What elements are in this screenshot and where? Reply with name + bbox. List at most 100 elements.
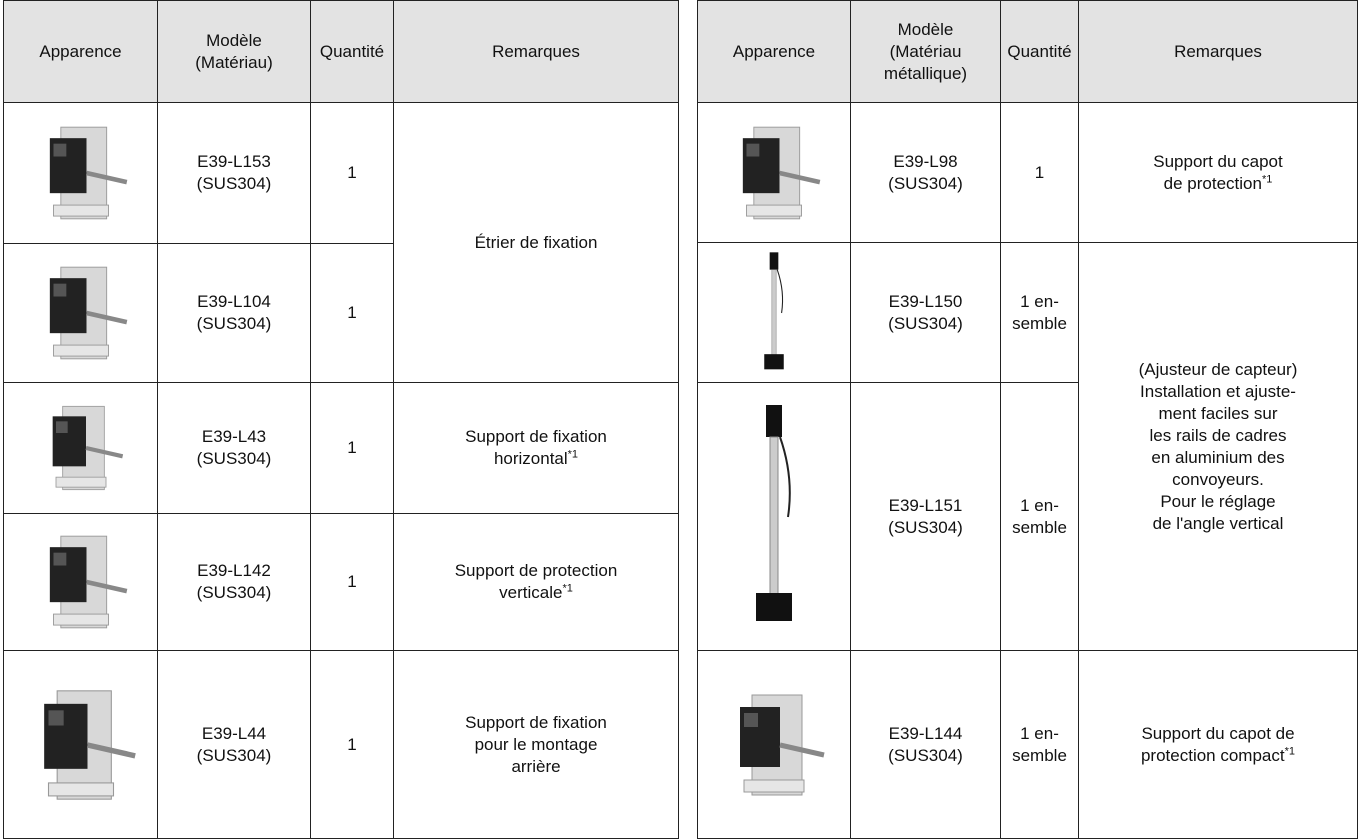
remark: (Ajusteur de capteur) Installation et aju… [1078, 242, 1358, 651]
text: de protection [1163, 173, 1262, 193]
model: E39-L151 (SUS304) [850, 382, 1001, 651]
remark: Support du capot de protection*1 [1078, 102, 1358, 243]
text: Pour le réglage [1160, 491, 1276, 511]
image [3, 513, 158, 651]
line: Modèle [855, 19, 996, 41]
text: (SUS304) [888, 313, 963, 333]
header-row: Apparence Modèle (Matériau) Quantité Rema… [3, 0, 679, 103]
header-cell: Quantité [1000, 0, 1079, 103]
line: Support du capot de [1083, 723, 1353, 745]
text: 1 [1034, 162, 1045, 182]
text: 1 [347, 572, 357, 591]
model: E39-L98 (SUS304) [850, 102, 1001, 243]
text: Support du capot de [1141, 723, 1295, 743]
image [3, 243, 158, 383]
line: E39-L142 [162, 560, 306, 582]
model: E39-L142 (SUS304) [157, 513, 311, 651]
line: 1 [315, 734, 389, 756]
left-table: Apparence Modèle (Matériau) Quantité Rema… [3, 0, 679, 839]
text: de l'angle vertical [1152, 513, 1284, 533]
text: ment faciles sur [1158, 403, 1278, 423]
line: 1 [315, 162, 389, 184]
model: E39-L104 (SUS304) [157, 243, 311, 383]
right-table: Apparence Modèle (Matériau métallique) Qua… [697, 0, 1358, 839]
model: E39-L144 (SUS304) [850, 650, 1001, 839]
text: (SUS304) [196, 745, 272, 765]
line: semble [1005, 517, 1074, 539]
text: Support du capot [1153, 151, 1283, 171]
text: Support de fixation [465, 712, 607, 732]
text: (SUS304) [888, 517, 963, 537]
text: Quantité [1007, 41, 1072, 61]
line: semble [1005, 745, 1074, 767]
text: 1 [347, 303, 357, 322]
line: les rails de cadres [1083, 425, 1353, 447]
text: (SUS304) [196, 314, 272, 333]
line: Apparence [8, 41, 153, 63]
text: convoyeurs. [1172, 469, 1264, 489]
remark: Support de protection verticale*1 [393, 513, 679, 651]
header-row: Apparence Modèle (Matériau métallique) Qua… [697, 0, 1358, 103]
text: semble [1012, 313, 1067, 333]
line: 1 en- [1005, 291, 1074, 313]
line: (Matériau [855, 41, 996, 63]
line: E39-L151 [855, 495, 996, 517]
text: arrière [511, 756, 561, 776]
footnote-mark: *1 [567, 448, 579, 461]
footnote-mark: *1 [562, 582, 573, 595]
remark: Support de fixation horizontal*1 [393, 382, 679, 514]
quantity: 1 en-semble [1000, 650, 1079, 839]
line: convoyeurs. [1083, 469, 1353, 491]
line: 1 en- [1005, 495, 1074, 517]
text: Remarques [1174, 41, 1262, 61]
text: verticale [499, 583, 563, 602]
line: 1 en- [1005, 723, 1074, 745]
footnote-mark: *1 [1261, 172, 1273, 185]
line: (SUS304) [855, 313, 996, 335]
image [697, 102, 851, 243]
line: 1 [315, 302, 389, 324]
line: Installation et ajuste- [1083, 381, 1353, 403]
text: semble [1012, 745, 1067, 765]
line: E39-L44 [162, 723, 306, 745]
quantity: 1 [310, 243, 394, 383]
quantity: 1 en-semble [1000, 242, 1079, 383]
text: pour le montage [474, 734, 598, 754]
text: semble [1012, 517, 1067, 537]
text: métallique) [883, 63, 968, 83]
line: Quantité [315, 41, 389, 63]
text: en aluminium des [1151, 447, 1285, 467]
line: 1 [315, 571, 389, 593]
text: 1 [347, 734, 357, 754]
line: (SUS304) [855, 745, 996, 767]
line: protection compact*1 [1083, 745, 1353, 767]
text: Apparence [39, 41, 122, 61]
line: de protection*1 [1083, 173, 1353, 195]
text: (SUS304) [196, 174, 272, 193]
text: 1 en- [1020, 291, 1059, 311]
line: Modèle [162, 30, 306, 52]
remark: Support de fixation pour le montage arrièr… [393, 650, 679, 839]
text: E39-L104 [197, 292, 271, 311]
text: Étrier de fixation [474, 232, 598, 252]
line: E39-L153 [162, 151, 306, 173]
header-cell: Remarques [393, 0, 679, 103]
text: protection compact [1140, 745, 1285, 765]
text: E39-L142 [197, 561, 271, 580]
header-cell: Apparence [697, 0, 851, 103]
text: (SUS304) [888, 173, 963, 193]
line: métallique) [855, 63, 996, 85]
line: Quantité [1005, 41, 1074, 63]
line: Pour le réglage [1083, 491, 1353, 513]
text: E39-L153 [197, 152, 271, 171]
image [3, 382, 158, 514]
header-cell: Modèle (Matériau) [157, 0, 311, 103]
text: Quantité [319, 41, 385, 61]
line: (SUS304) [855, 173, 996, 195]
text: E39-L151 [888, 495, 963, 515]
line: Support de fixation [398, 426, 674, 448]
quantity: 1 [1000, 102, 1079, 243]
text: (SUS304) [196, 583, 272, 602]
line: (SUS304) [162, 582, 306, 604]
